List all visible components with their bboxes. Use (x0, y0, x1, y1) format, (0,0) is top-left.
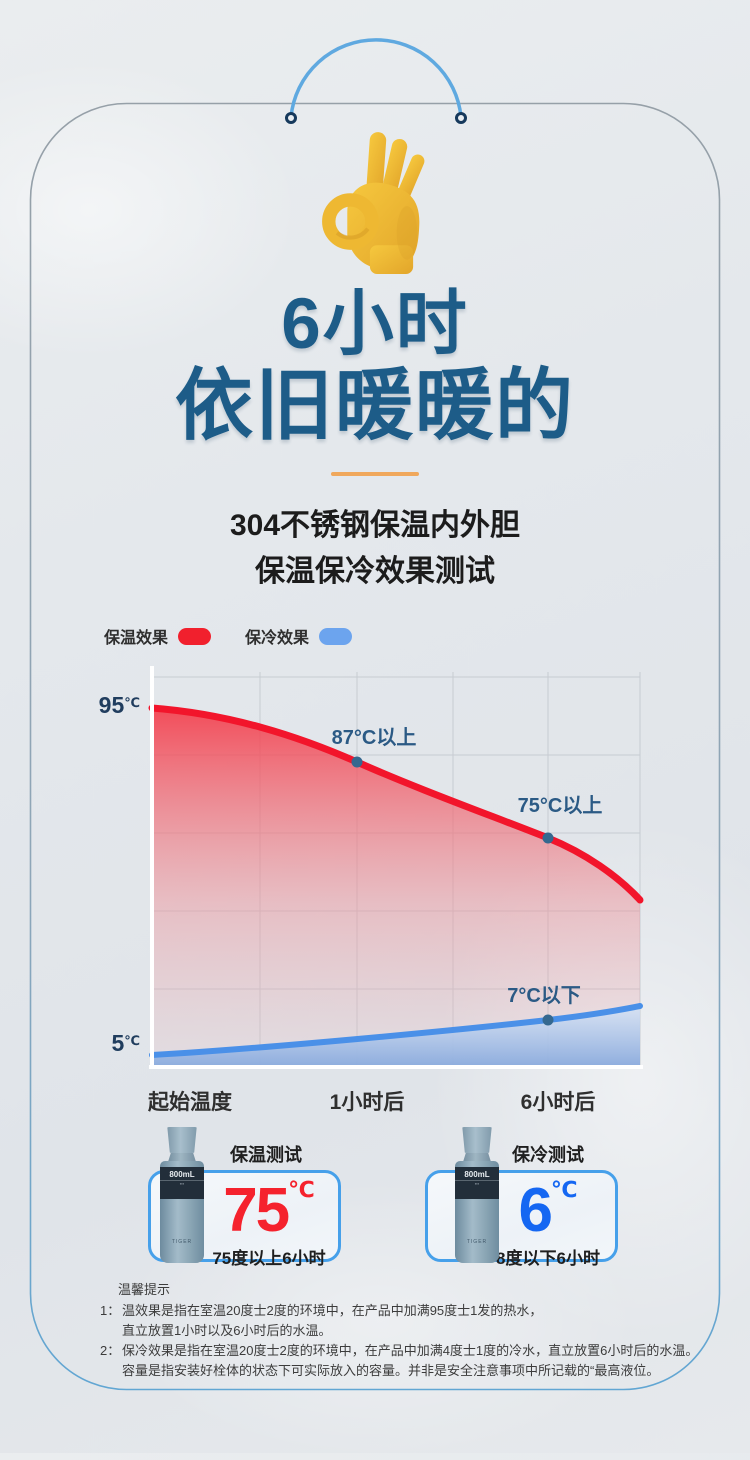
cold-test-card: 6℃ 8度以下6小时 (425, 1170, 618, 1268)
note-2-number: 2： (100, 1343, 121, 1358)
hot-area (152, 708, 640, 1065)
note-1-number: 1： (100, 1303, 121, 1318)
hot-curve (148, 704, 644, 904)
note-2: 2： 保冷效果是指在室温20度士2度的环境中，在产品中加满4度士1度的冷水，直立… (100, 1341, 700, 1381)
cold-curve (149, 1003, 643, 1058)
title-divider (331, 472, 419, 476)
notes-title: 温馨提示 (118, 1282, 171, 1297)
bottle-cap (462, 1127, 492, 1153)
bottle-capacity: 800mL (455, 1170, 499, 1181)
cold-value-block: 6℃ 8度以下6小时 (478, 1179, 618, 1269)
note-2-line1: 保冷效果是指在室温20度士2度的环境中，在产品中加满4度士1度的冷水，直立放置6… (122, 1343, 699, 1358)
thermos-bottle-cold: 800mL ▪▪▪ TIGER (455, 1127, 499, 1263)
legend-label-cold: 保冷效果 (245, 630, 310, 647)
subtitle: 304不锈钢保温内外胆 保温保冷效果测试 (0, 503, 750, 595)
y-bottom-unit: ℃ (124, 1033, 140, 1048)
bottle-body: 800mL ▪▪▪ TIGER (160, 1161, 204, 1263)
x-axis-label-start: 起始温度 (148, 1091, 232, 1114)
subtitle-line1: 304不锈钢保温内外胆 (229, 509, 521, 542)
hot-unit: ℃ (288, 1177, 315, 1202)
note-1: 1： 温效果是指在室温20度士2度的环境中，在产品中加满95度士1发的热水， 直… (100, 1301, 700, 1341)
hot-value-block: 75℃ 75度以上6小时 (199, 1179, 339, 1269)
cold-series-swatch (319, 627, 353, 645)
bottle-label: 800mL ▪▪▪ (160, 1167, 204, 1199)
annotation-7: 7°C以下 (507, 984, 581, 1007)
data-point-87 (351, 756, 363, 768)
annotation-87: 87°C以上 (332, 726, 417, 749)
bottle-cap (167, 1127, 197, 1153)
y-bottom-value: 5 (111, 1030, 125, 1056)
y-top-value: 95 (98, 692, 125, 718)
temperature-chart: 87°C以上 75°C以上 7°C以下 (148, 666, 644, 1069)
data-point-75 (542, 832, 554, 844)
annotation-75: 75°C以上 (518, 794, 603, 817)
bottle-neck (168, 1153, 196, 1162)
y-axis-label-top: 95℃ (56, 692, 140, 719)
hot-caption: 75度以上6小时 (212, 1249, 326, 1268)
hot-value: 75 (223, 1176, 290, 1245)
cold-caption: 8度以下6小时 (496, 1249, 600, 1268)
legend-item-hot: 保温效果 (104, 624, 212, 648)
bottle-body: 800mL ▪▪▪ TIGER (455, 1161, 499, 1263)
bottle-capacity: 800mL (160, 1170, 204, 1181)
subtitle-line2: 保温保冷效果测试 (255, 555, 495, 588)
note-1-line1: 温效果是指在室温20度士2度的环境中，在产品中加满95度士1发的热水， (122, 1303, 543, 1318)
bottle-brand: TIGER (466, 1239, 488, 1245)
page-title-line1: 6小时 (281, 285, 469, 364)
bottle-neck (463, 1153, 491, 1162)
legend-item-cold: 保冷效果 (245, 624, 353, 648)
chart-legend: 保温效果 保冷效果 (104, 624, 386, 648)
hot-card-title: 保温测试 (230, 1145, 302, 1165)
legend-label-hot: 保温效果 (104, 630, 169, 647)
note-1-line2: 直立放置1小时以及6小时后的水温。 (122, 1323, 332, 1338)
y-top-unit: ℃ (124, 695, 140, 710)
cold-value: 6 (518, 1176, 553, 1245)
y-axis-label-bottom: 5℃ (56, 1030, 140, 1057)
cold-unit: ℃ (550, 1177, 578, 1202)
bottle-brand: TIGER (171, 1239, 193, 1245)
footer-notes: 温馨提示 1： 温效果是指在室温20度士2度的环境中，在产品中加满95度士1发的… (100, 1280, 700, 1381)
bag-handle-icon (285, 38, 467, 124)
data-point-7 (542, 1014, 554, 1026)
note-2-line2: 容量是指安装好栓体的状态下可实际放入的容量。并非是安全注意事项中所记载的“最高液… (122, 1363, 660, 1378)
x-axis-label-1h: 1小时后 (329, 1091, 405, 1114)
thermos-bottle-hot: 800mL ▪▪▪ TIGER (160, 1127, 204, 1263)
x-axis-label-6h: 6小时后 (520, 1091, 596, 1114)
ok-hand-icon (322, 132, 425, 274)
page-title-line2: 依旧暖暖的 (174, 361, 575, 449)
bottle-label: 800mL ▪▪▪ (455, 1167, 499, 1199)
cold-card-title: 保冷测试 (512, 1145, 584, 1165)
hot-series-swatch (178, 627, 212, 645)
